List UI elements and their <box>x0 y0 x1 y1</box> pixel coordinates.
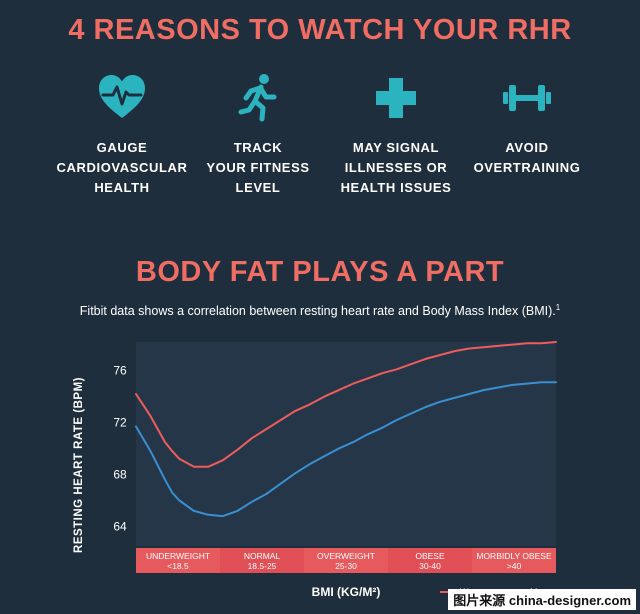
runner-icon <box>238 74 277 122</box>
y-axis-ticks: 64 68 72 76 <box>113 364 127 534</box>
reason-label: MAY SIGNAL ILLNESSES OR HEALTH ISSUES <box>340 140 452 195</box>
bmi-category-range: 18.5-25 <box>248 561 277 571</box>
series-line-women <box>135 341 557 468</box>
bmi-category-name: OVERWEIGHT <box>317 551 375 561</box>
dumbbell-icon <box>503 85 551 111</box>
watermark: 图片来源 china-designer.com <box>448 589 636 610</box>
bmi-category-cell <box>472 548 556 573</box>
footnote-marker: 1 <box>555 303 561 312</box>
y-tick-label: 72 <box>113 416 127 430</box>
reasons-row: GAUGE CARDIOVASCULAR HEALTH TRACK YOUR F… <box>0 72 640 212</box>
x-axis-label: BMI (KG/M²) <box>312 585 381 599</box>
y-tick-label: 68 <box>113 468 127 482</box>
reason-label: AVOID OVERTRAINING <box>473 140 581 175</box>
bmi-category-range: 30-40 <box>419 561 441 571</box>
heart-pulse-icon <box>99 75 145 118</box>
plot-area <box>136 342 556 546</box>
y-tick-label: 64 <box>113 520 127 534</box>
y-axis-label: RESTING HEART RATE (BPM) <box>73 377 85 553</box>
series-line-men <box>135 381 557 518</box>
page-title: 4 REASONS TO WATCH YOUR RHR <box>68 14 572 46</box>
bmi-category-cell <box>388 548 472 573</box>
reason-cardiovascular: GAUGE CARDIOVASCULAR HEALTH <box>47 72 197 198</box>
bmi-category-name: MORBIDLY OBESE <box>476 551 552 561</box>
bmi-category-cell <box>220 548 304 573</box>
y-tick-label: 76 <box>113 364 127 378</box>
bmi-category-name: UNDERWEIGHT <box>146 551 210 561</box>
section-subtitle: Fitbit data shows a correlation between … <box>79 303 561 319</box>
bmi-category-range: 25-30 <box>335 561 357 571</box>
bmi-category-cell <box>136 548 220 573</box>
bmi-category-cell <box>304 548 388 573</box>
bmi-category-name: OBESE <box>415 551 445 561</box>
bmi-category-range: <18.5 <box>167 561 189 571</box>
series-lines <box>135 341 557 518</box>
reason-overtraining: AVOID OVERTRAINING <box>452 72 602 178</box>
section-title: BODY FAT PLAYS A PART <box>135 256 505 288</box>
reason-fitness: TRACK YOUR FITNESS LEVEL <box>183 72 333 198</box>
reason-illness: MAY SIGNAL ILLNESSES OR HEALTH ISSUES <box>321 72 471 198</box>
reason-label: TRACK YOUR FITNESS LEVEL <box>206 140 310 195</box>
reason-label: GAUGE CARDIOVASCULAR HEALTH <box>56 140 188 195</box>
bmi-category-range: >40 <box>507 561 522 571</box>
bmi-category-name: NORMAL <box>244 551 281 561</box>
medical-cross-icon <box>376 78 416 118</box>
